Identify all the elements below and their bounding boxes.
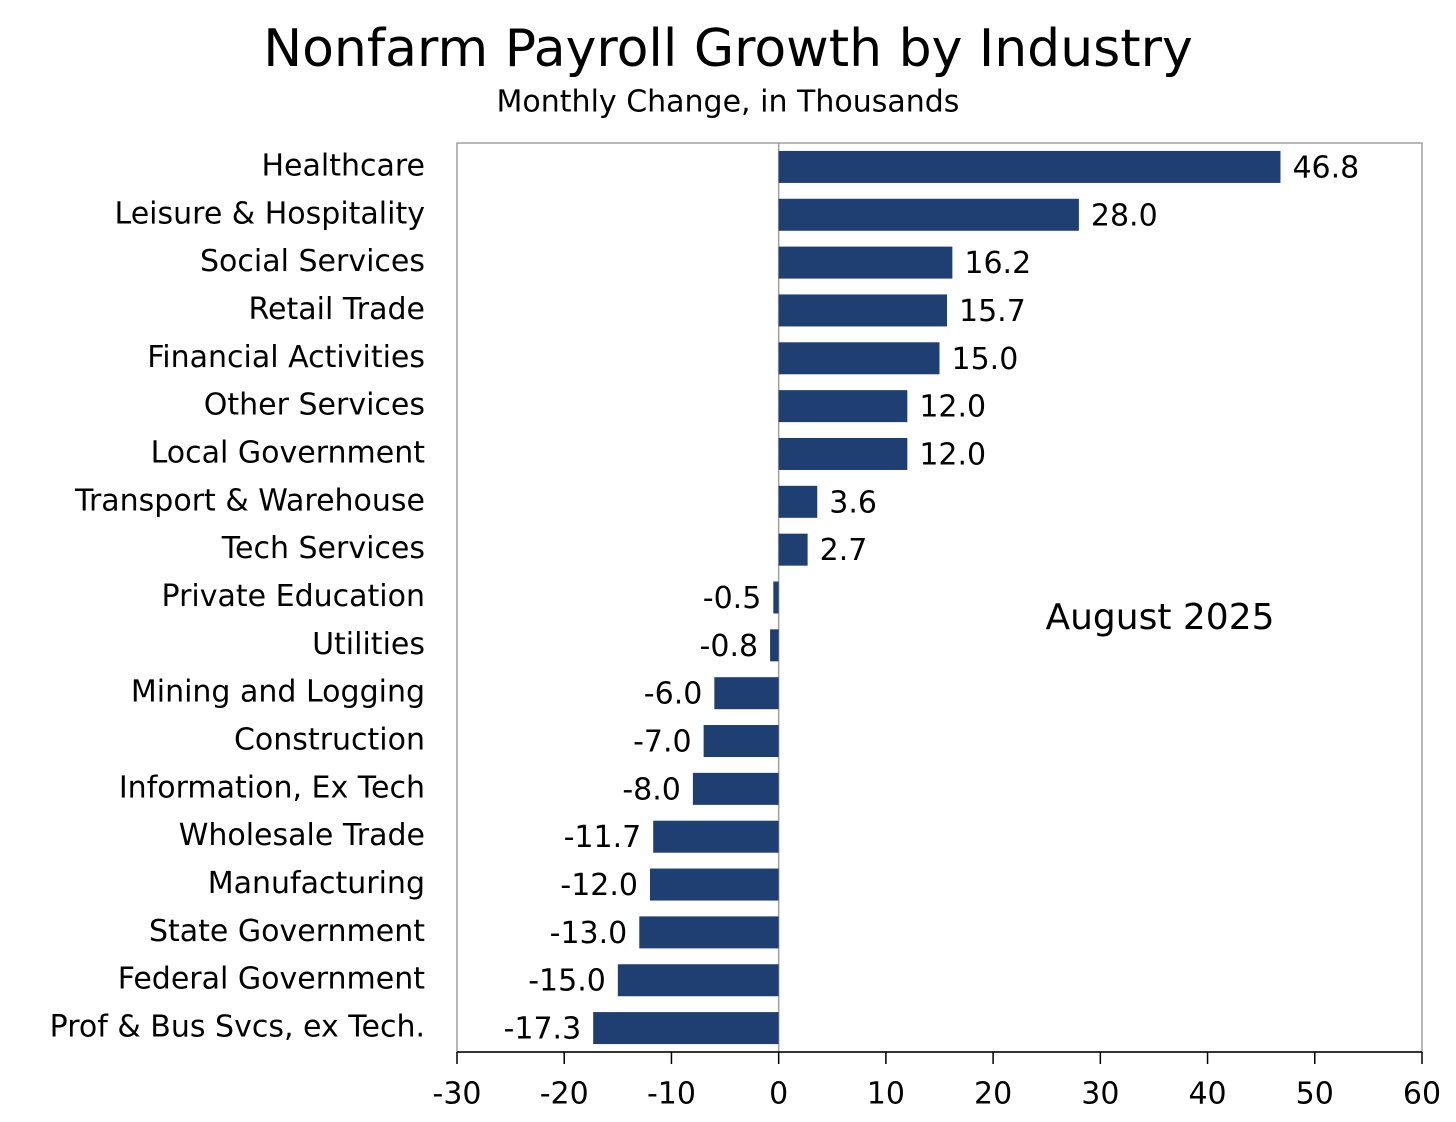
bar [692, 772, 779, 805]
bar [593, 1012, 779, 1045]
bar [778, 294, 948, 327]
category-label: Retail Trade [249, 292, 425, 327]
category-label: Utilities [312, 627, 425, 662]
value-label: -0.5 [703, 581, 762, 616]
value-label: -8.0 [622, 772, 681, 807]
x-tick-label: 30 [1081, 1077, 1119, 1112]
category-label: Local Government [151, 435, 426, 470]
bar [639, 916, 779, 949]
chart-subtitle: Monthly Change, in Thousands [497, 85, 960, 120]
x-tick-label: -30 [433, 1077, 482, 1112]
category-label: Leisure & Hospitality [115, 196, 425, 231]
category-label: Social Services [200, 244, 425, 279]
value-label: 3.6 [829, 485, 877, 520]
x-tick-label: 40 [1188, 1077, 1226, 1112]
value-label: -11.7 [564, 820, 642, 855]
value-label: 15.0 [952, 342, 1019, 377]
category-label: Mining and Logging [131, 675, 425, 710]
bar [778, 246, 953, 279]
category-label: Healthcare [261, 148, 425, 183]
bar [650, 868, 779, 901]
category-label: State Government [149, 914, 425, 949]
value-label: 12.0 [919, 437, 986, 472]
bar [653, 820, 779, 853]
x-tick-label: -20 [540, 1077, 589, 1112]
value-label: 16.2 [964, 246, 1031, 281]
category-label: Construction [234, 723, 425, 758]
value-label: -13.0 [550, 916, 628, 951]
bar [773, 581, 779, 614]
category-label: Prof & Bus Svcs, ex Tech. [50, 1010, 425, 1045]
value-label: -17.3 [504, 1012, 582, 1047]
value-label: 12.0 [919, 390, 986, 425]
bar [617, 964, 779, 997]
bar [778, 485, 818, 518]
bar [778, 150, 1281, 183]
category-label: Information, Ex Tech [119, 770, 425, 805]
value-label: 28.0 [1091, 198, 1158, 233]
category-label: Other Services [204, 388, 425, 423]
bar [778, 533, 808, 566]
x-tick-label: 10 [867, 1077, 905, 1112]
value-label: 2.7 [820, 533, 868, 568]
value-label: -0.8 [700, 629, 759, 664]
annotation: August 2025 [1045, 597, 1274, 638]
value-label: -15.0 [528, 964, 606, 999]
bar [714, 677, 779, 710]
chart-title: Nonfarm Payroll Growth by Industry [263, 19, 1193, 79]
category-label: Tech Services [221, 531, 425, 566]
category-label: Financial Activities [147, 340, 425, 375]
value-label: -6.0 [644, 677, 703, 712]
x-tick-label: 0 [769, 1077, 788, 1112]
x-tick-label: 60 [1403, 1077, 1441, 1112]
x-tick-label: 20 [974, 1077, 1012, 1112]
category-label: Transport & Warehouse [74, 483, 425, 518]
category-label: Private Education [162, 579, 425, 614]
value-label: -12.0 [560, 868, 638, 903]
category-label: Manufacturing [208, 866, 425, 901]
value-label: -7.0 [633, 725, 692, 760]
bar [778, 198, 1079, 231]
category-label: Wholesale Trade [179, 818, 425, 853]
value-label: 46.8 [1292, 150, 1359, 185]
bar [778, 342, 940, 375]
bar [703, 725, 779, 758]
bar [770, 629, 779, 662]
category-label: Federal Government [118, 962, 425, 997]
x-tick-label: 50 [1296, 1077, 1334, 1112]
bar [778, 437, 908, 470]
value-label: 15.7 [959, 294, 1026, 329]
bar [778, 390, 908, 423]
x-tick-label: -10 [647, 1077, 696, 1112]
